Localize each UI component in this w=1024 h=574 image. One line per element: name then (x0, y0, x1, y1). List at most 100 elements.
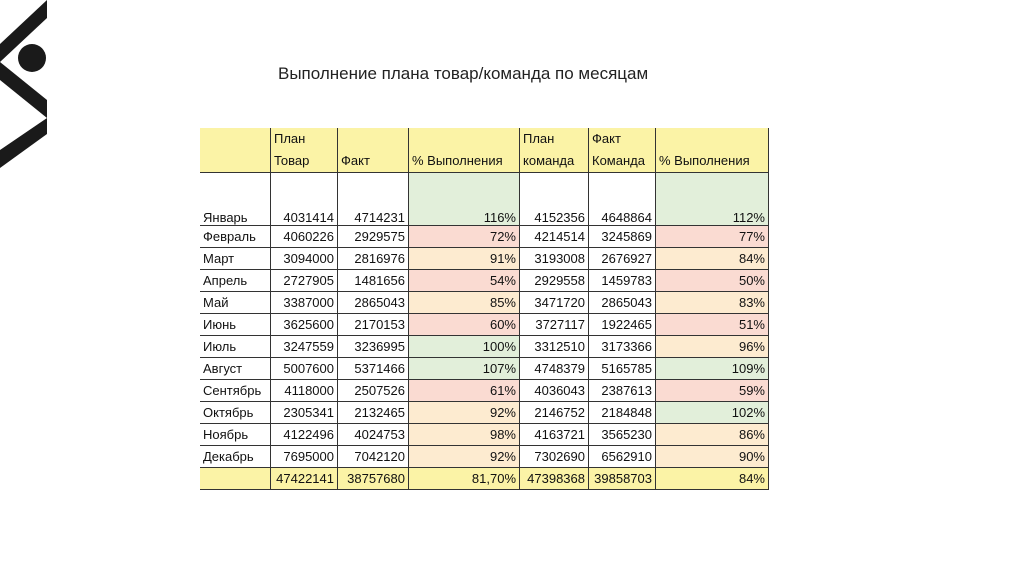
value-cell: 2507526 (337, 379, 409, 402)
table-row: Август 5007600 5371466 107% 4748379 5165785 10… (200, 357, 769, 380)
total-cell (200, 467, 271, 490)
value-cell: 4748379 (519, 357, 589, 380)
value-cell: 98% (408, 423, 520, 446)
table-row: Сентябрь 4118000 2507526 61% 4036043 2387613 5… (200, 379, 769, 402)
value-cell: 3193008 (519, 247, 589, 270)
value-cell: 77% (655, 225, 769, 248)
value-cell: 3247559 (270, 335, 338, 358)
table-row: Март 3094000 2816976 91% 3193008 2676927 84% (200, 247, 769, 270)
total-cell: 84% (655, 467, 769, 490)
value-cell: 3236995 (337, 335, 409, 358)
value-cell: 96% (655, 335, 769, 358)
value-cell: 4024753 (337, 423, 409, 446)
value-cell: 85% (408, 291, 520, 314)
value-cell: 90% (655, 445, 769, 468)
total-cell: 47398368 (519, 467, 589, 490)
value-cell: 92% (408, 445, 520, 468)
value-cell: 107% (408, 357, 520, 380)
month-cell: Апрель (200, 269, 271, 292)
value-cell: 83% (655, 291, 769, 314)
table-row: Июль 3247559 3236995 100% 3312510 3173366 96% (200, 335, 769, 358)
value-cell: 7042120 (337, 445, 409, 468)
table-row: Октябрь 2305341 2132465 92% 2146752 2184848 10… (200, 401, 769, 424)
slide-title: Выполнение плана товар/команда по месяца… (278, 64, 649, 83)
value-cell: 7302690 (519, 445, 589, 468)
value-cell: 2387613 (588, 379, 656, 402)
value-cell: 84% (655, 247, 769, 270)
value-cell: 61% (408, 379, 520, 402)
value-cell: 2184848 (588, 401, 656, 424)
month-cell: Июль (200, 335, 271, 358)
month-cell: Январь (200, 172, 271, 226)
value-cell: 4163721 (519, 423, 589, 446)
value-cell: 1922465 (588, 313, 656, 336)
header-row: План Товар Факт% Выполнения План команда Факт… (200, 128, 769, 173)
value-cell: 2727905 (270, 269, 338, 292)
value-cell: 2929558 (519, 269, 589, 292)
value-cell: 2676927 (588, 247, 656, 270)
total-cell: 38757680 (337, 467, 409, 490)
value-cell: 2305341 (270, 401, 338, 424)
month-cell: Октябрь (200, 401, 271, 424)
value-cell: 2170153 (337, 313, 409, 336)
value-cell: 3312510 (519, 335, 589, 358)
month-cell: Март (200, 247, 271, 270)
value-cell: 92% (408, 401, 520, 424)
value-cell: 3245869 (588, 225, 656, 248)
value-cell: 5371466 (337, 357, 409, 380)
value-cell: 116% (408, 172, 520, 226)
table-row: Апрель 2727905 1481656 54% 2929558 1459783 50% (200, 269, 769, 292)
column-header: План команда (519, 128, 589, 173)
value-cell: 4036043 (519, 379, 589, 402)
table-row: Февраль 4060226 2929575 72% 4214514 3245869 77… (200, 225, 769, 248)
month-cell: Декабрь (200, 445, 271, 468)
value-cell: 4031414 (270, 172, 338, 226)
column-header: Факт Команда (588, 128, 656, 173)
column-header: Факт (337, 128, 409, 173)
value-cell: 51% (655, 313, 769, 336)
value-cell: 59% (655, 379, 769, 402)
value-cell: 2816976 (337, 247, 409, 270)
value-cell: 1459783 (588, 269, 656, 292)
total-cell: 81,70% (408, 467, 520, 490)
value-cell: 4122496 (270, 423, 338, 446)
column-header (200, 128, 271, 173)
column-header: % Выполнения (408, 128, 520, 173)
table-row: Январь 4031414 4714231 116% 4152356 4648864 11… (200, 172, 769, 226)
value-cell: 3471720 (519, 291, 589, 314)
value-cell: 112% (655, 172, 769, 226)
value-cell: 86% (655, 423, 769, 446)
table-row: Май 3387000 2865043 85% 3471720 2865043 83% (200, 291, 769, 314)
value-cell: 3173366 (588, 335, 656, 358)
month-cell: Февраль (200, 225, 271, 248)
value-cell: 4060226 (270, 225, 338, 248)
value-cell: 4118000 (270, 379, 338, 402)
value-cell: 1481656 (337, 269, 409, 292)
value-cell: 4714231 (337, 172, 409, 226)
value-cell: 50% (655, 269, 769, 292)
total-cell: 47422141 (270, 467, 338, 490)
value-cell: 3094000 (270, 247, 338, 270)
value-cell: 2865043 (588, 291, 656, 314)
table-row: Ноябрь 4122496 4024753 98% 4163721 3565230 86% (200, 423, 769, 446)
table-row: Декабрь 7695000 7042120 92% 7302690 6562910 90… (200, 445, 769, 468)
value-cell: 100% (408, 335, 520, 358)
value-cell: 4648864 (588, 172, 656, 226)
month-cell: Июнь (200, 313, 271, 336)
value-cell: 109% (655, 357, 769, 380)
table-row: Июнь 3625600 2170153 60% 3727117 1922465 51% (200, 313, 769, 336)
total-cell: 39858703 (588, 467, 656, 490)
value-cell: 3727117 (519, 313, 589, 336)
logo-icon (0, 0, 47, 168)
month-cell: Август (200, 357, 271, 380)
month-cell: Сентябрь (200, 379, 271, 402)
value-cell: 2929575 (337, 225, 409, 248)
column-header: План Товар (270, 128, 338, 173)
column-header: % Выполнения (655, 128, 769, 173)
value-cell: 3625600 (270, 313, 338, 336)
value-cell: 5007600 (270, 357, 338, 380)
value-cell: 3565230 (588, 423, 656, 446)
value-cell: 2132465 (337, 401, 409, 424)
month-cell: Май (200, 291, 271, 314)
value-cell: 6562910 (588, 445, 656, 468)
